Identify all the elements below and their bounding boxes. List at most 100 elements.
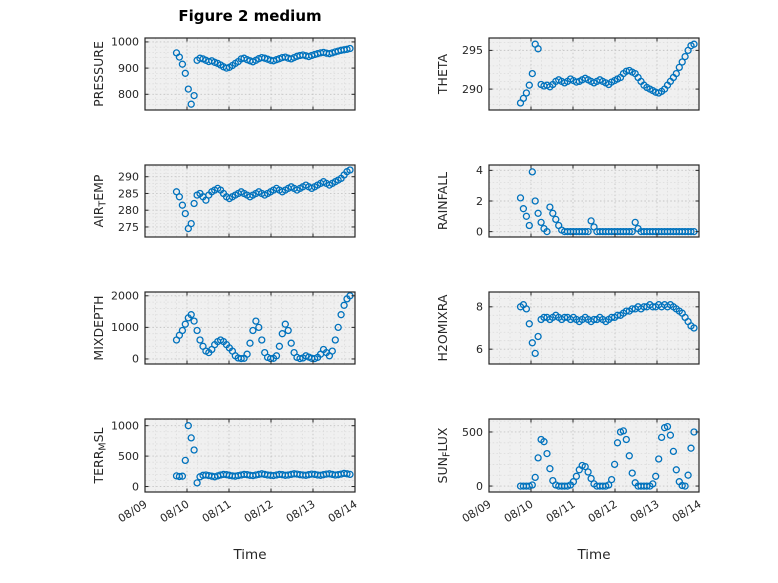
subplot-theta: 290 295 THETA: [435, 37, 700, 111]
y-axis-label-rainfall: RAINFALL: [435, 172, 450, 230]
data-point: [663, 422, 672, 431]
y-tick-label: 0: [132, 353, 139, 366]
data-point: [546, 465, 554, 473]
data-point: [628, 227, 636, 236]
data-point: [690, 324, 698, 332]
data-point: [681, 52, 689, 61]
series-rainfall: [516, 168, 698, 236]
data-point: [175, 53, 184, 61]
data-point: [528, 168, 536, 176]
data-point: [669, 447, 678, 456]
x-tick-label: 08/13: [284, 498, 318, 526]
y-tick-label: 285: [118, 187, 139, 200]
data-point: [652, 472, 660, 480]
data-point: [519, 205, 528, 213]
axes-box: [144, 164, 356, 238]
series-sun-flux: [516, 422, 698, 490]
data-point: [605, 481, 613, 489]
y-tick-label: 900: [118, 62, 139, 75]
data-point: [655, 455, 663, 463]
data-point: [272, 352, 281, 360]
data-point: [531, 197, 539, 205]
data-point: [534, 454, 542, 462]
data-point: [678, 481, 686, 490]
data-point: [543, 227, 551, 236]
data-point: [537, 218, 545, 227]
y-tick-label: 0: [476, 480, 483, 493]
data-point: [281, 320, 289, 328]
data-point: [681, 482, 689, 490]
data-point: [328, 347, 336, 355]
y-tick-label: 295: [462, 44, 483, 57]
subplot-sun-flux: 0 500 08/09 08/10 08/11 08/12 08/13 08/14 SUNFLU…: [435, 418, 704, 525]
axes-box: [144, 291, 356, 365]
y-tick-label: 6: [476, 343, 483, 356]
y-tick-label: 275: [118, 221, 139, 234]
y-tick-label: 290: [462, 83, 483, 96]
data-point: [522, 305, 531, 313]
data-point: [628, 469, 636, 477]
x-tick-label: 08/10: [158, 498, 192, 526]
data-point: [528, 481, 536, 489]
data-point: [187, 100, 195, 108]
data-point: [296, 354, 304, 363]
data-point: [549, 209, 557, 217]
series-h2omixra: [516, 301, 698, 358]
data-point: [181, 456, 189, 465]
data-point: [619, 427, 628, 435]
y-axis-label-mixdepth: MIXDEPTH: [91, 295, 106, 360]
data-point: [678, 58, 686, 66]
data-point: [246, 339, 254, 347]
axes-box: [488, 418, 700, 493]
y-tick-label: 500: [118, 450, 139, 463]
data-point: [569, 478, 578, 486]
y-axis-label-pressure: PRESSURE: [91, 41, 106, 107]
data-point: [187, 434, 195, 442]
data-point: [657, 433, 666, 442]
data-point: [587, 474, 595, 483]
data-point: [334, 323, 342, 332]
subplot-air-temp: 275 280 285 290 AIRTEMP: [91, 164, 356, 238]
data-point: [525, 81, 533, 89]
data-point: [690, 40, 698, 48]
data-point: [540, 438, 548, 446]
data-point: [584, 227, 592, 236]
data-point: [525, 320, 533, 328]
data-point: [581, 227, 589, 236]
data-point: [287, 339, 295, 347]
y-tick-label: 280: [118, 204, 139, 217]
data-point: [607, 475, 616, 484]
subplot-pressure: 800 900 1000 PRESSURE: [91, 36, 356, 111]
data-point: [546, 203, 554, 211]
data-point: [278, 330, 286, 338]
axes-box: [488, 37, 700, 111]
x-axis-title-right: Time: [577, 547, 611, 563]
data-point: [258, 336, 266, 344]
data-point: [543, 449, 551, 458]
x-tick-label: 08/14: [326, 498, 360, 526]
x-axis-title-left: Time: [233, 547, 267, 563]
data-point: [610, 460, 619, 469]
data-point: [522, 212, 531, 220]
data-point: [672, 466, 680, 474]
data-point: [255, 323, 263, 332]
data-point: [178, 201, 187, 209]
plot-area: [145, 419, 355, 492]
x-tick-label: 08/09: [116, 498, 150, 526]
data-point: [346, 166, 354, 174]
data-point: [581, 462, 589, 471]
subplot-h2omixra: 6 8 H2OMIXRA: [435, 291, 700, 365]
data-point: [275, 342, 284, 350]
data-point: [178, 60, 187, 68]
axes-box: [144, 418, 356, 493]
data-point: [187, 219, 195, 228]
data-point: [181, 209, 189, 218]
data-point: [331, 336, 339, 344]
y-axis-label-air-temp: AIRTEMP: [91, 174, 109, 227]
subplot-terr-msl: 0 500 1000 08/09 08/10 08/11 08/12 08/13 08/14 TE…: [91, 418, 360, 526]
axes-box: [488, 291, 700, 365]
data-point: [175, 193, 184, 201]
grid-lines: [145, 165, 355, 237]
